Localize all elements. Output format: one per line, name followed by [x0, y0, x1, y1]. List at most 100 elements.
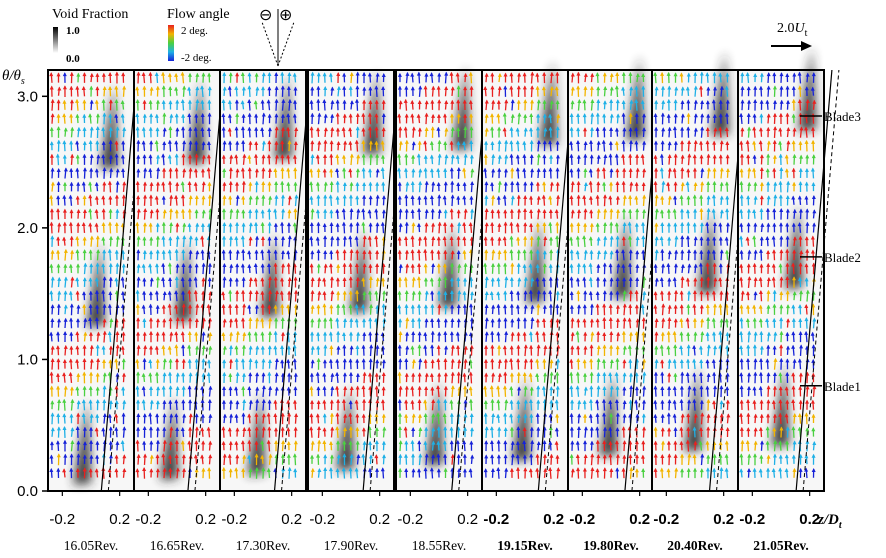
velocity-arrowhead [381, 386, 386, 391]
velocity-arrowhead [222, 71, 227, 76]
velocity-arrowhead [247, 426, 252, 431]
velocity-arrowhead [63, 385, 68, 390]
velocity-arrowhead [315, 413, 320, 418]
velocity-arrowhead [148, 194, 153, 199]
velocity-arrowhead [115, 344, 120, 349]
velocity-arrowhead [62, 85, 67, 90]
velocity-arrowhead [355, 372, 360, 377]
velocity-arrowhead [280, 221, 285, 226]
velocity-arrowhead [68, 263, 73, 268]
velocity-arrowhead [253, 262, 258, 267]
velocity-arrowhead [361, 358, 366, 363]
velocity-arrowhead [174, 276, 179, 281]
velocity-arrowhead [207, 467, 212, 472]
velocity-arrowhead [102, 358, 107, 363]
velocity-arrowhead [375, 277, 380, 282]
velocity-arrowhead [168, 385, 173, 390]
positive-direction-symbol: ⊕ [279, 7, 292, 24]
velocity-arrowhead [200, 413, 205, 418]
velocity-arrowhead [154, 345, 159, 350]
velocity-arrowhead [102, 330, 107, 335]
velocity-arrowhead [267, 140, 272, 145]
velocity-arrowhead [341, 126, 346, 131]
velocity-arrowhead [95, 126, 100, 131]
velocity-arrowhead [424, 72, 429, 77]
velocity-arrowhead [222, 208, 227, 213]
velocity-arrowhead [322, 277, 327, 282]
velocity-arrowhead [260, 290, 265, 295]
velocity-arrowhead [293, 331, 298, 336]
velocity-arrowhead [375, 344, 380, 349]
velocity-arrowhead [267, 236, 272, 241]
x-tick-label: 0.2 [195, 511, 216, 528]
velocity-arrowhead [141, 372, 146, 377]
velocity-arrowhead [188, 372, 193, 377]
velocity-arrowhead [76, 263, 81, 268]
velocity-arrowhead [174, 167, 179, 172]
velocity-arrowhead [240, 126, 245, 131]
velocity-arrowhead [293, 426, 298, 431]
velocity-arrowhead [309, 195, 314, 200]
velocity-arrowhead [75, 235, 80, 240]
velocity-arrowhead [143, 208, 148, 213]
velocity-arrowhead [234, 277, 239, 282]
velocity-arrowhead [187, 86, 192, 91]
velocity-arrowhead [380, 221, 385, 226]
velocity-arrowhead [343, 427, 348, 432]
velocity-arrowhead [69, 71, 74, 76]
velocity-arrowhead [206, 426, 211, 431]
velocity-arrowhead [206, 127, 211, 132]
velocity-arrowhead [141, 140, 146, 145]
velocity-arrowhead [260, 249, 265, 254]
velocity-arrowhead [253, 153, 258, 158]
velocity-arrowhead [148, 291, 153, 296]
velocity-arrowhead [56, 467, 61, 472]
velocity-arrowhead [253, 277, 258, 282]
velocity-arrowhead [429, 72, 434, 77]
velocity-arrowhead [322, 222, 327, 227]
velocity-arrowhead [188, 167, 193, 172]
velocity-arrowhead [268, 453, 273, 458]
velocity-arrowhead [323, 250, 328, 255]
velocity-arrowhead [222, 276, 227, 281]
velocity-arrowhead [101, 126, 106, 131]
velocity-arrowhead [255, 386, 260, 391]
velocity-arrowhead [335, 99, 340, 104]
velocity-arrowhead [108, 195, 113, 200]
velocity-arrowhead [329, 399, 334, 404]
velocity-arrowhead [94, 168, 99, 173]
velocity-arrowhead [187, 208, 192, 213]
velocity-arrowhead [95, 372, 100, 377]
velocity-arrowhead [368, 86, 373, 91]
velocity-arrowhead [281, 250, 286, 255]
velocity-arrowhead [240, 72, 245, 77]
velocity-arrowhead [107, 221, 112, 226]
velocity-arrowhead [141, 71, 146, 76]
velocity-arrowhead [368, 99, 373, 104]
velocity-arrowhead [174, 72, 179, 77]
velocity-arrowhead [200, 222, 205, 227]
velocity-arrowhead [135, 468, 140, 473]
velocity-arrowhead [174, 413, 179, 418]
velocity-arrowhead [108, 426, 113, 431]
velocity-arrowhead [55, 440, 60, 445]
velocity-arrowhead [114, 277, 119, 282]
velocity-arrowhead [349, 453, 354, 458]
velocity-arrowhead [310, 289, 315, 294]
y-tick-label: 0.0 [17, 483, 38, 500]
velocity-arrowhead [316, 167, 321, 172]
velocity-arrowhead [200, 127, 205, 132]
velocity-arrowhead [242, 398, 247, 403]
velocity-arrowhead [335, 112, 340, 117]
velocity-arrowhead [354, 235, 359, 240]
velocity-arrowhead [142, 331, 147, 336]
velocity-arrowhead [380, 140, 385, 145]
velocity-arrowhead [102, 167, 107, 172]
velocity-arrowhead [368, 222, 373, 227]
velocity-arrowhead [266, 439, 271, 444]
velocity-arrowhead [56, 453, 61, 458]
velocity-arrowhead [310, 318, 315, 323]
velocity-arrowhead [348, 426, 353, 431]
velocity-arrowhead [468, 71, 473, 76]
velocity-arrowhead [168, 126, 173, 131]
